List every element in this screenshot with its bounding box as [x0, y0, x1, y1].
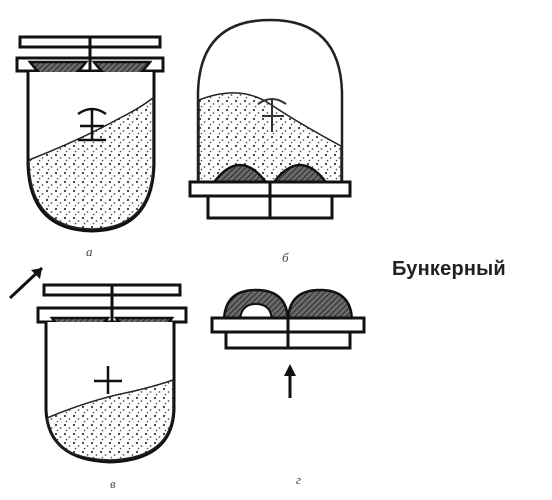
- figure-a-bunker: [15, 35, 165, 233]
- powder-b: [198, 92, 342, 183]
- method-label: Бункерный: [392, 258, 506, 280]
- powder-a: [28, 96, 154, 230]
- figure-d-plate: [210, 288, 366, 398]
- figure-b-bunker: [188, 18, 352, 220]
- caption-b: б: [282, 250, 289, 265]
- cavity-right-d: [286, 288, 354, 324]
- powder-c: [46, 378, 174, 461]
- caption-c: в: [110, 476, 116, 491]
- caption-a: а: [86, 244, 93, 259]
- caption-d: г: [296, 472, 302, 487]
- figure-c-bunker: [8, 266, 188, 464]
